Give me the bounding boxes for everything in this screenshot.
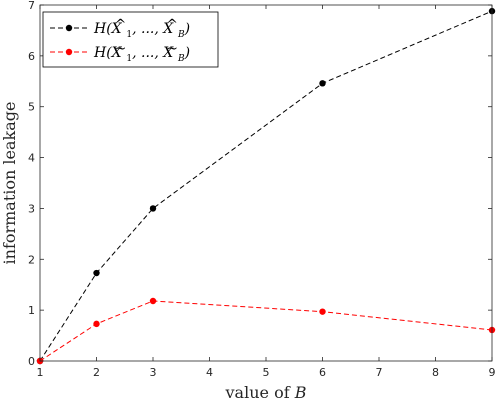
legend-entry-1: H(X^1, ..., X^B) [50, 17, 190, 40]
y-axis-label: information leakage [0, 102, 19, 265]
legend-entry-2: H(X~1, ..., X~B) [50, 41, 190, 64]
data-point-series-2 [319, 308, 326, 315]
data-point-series-2 [149, 297, 157, 305]
x-tick-label: 6 [319, 366, 326, 379]
data-point-series-2 [93, 320, 100, 328]
data-point-series-1 [93, 269, 100, 277]
x-tick-label: 8 [432, 366, 439, 379]
legend-marker-2 [65, 48, 73, 56]
y-tick-label: 5 [28, 101, 35, 114]
legend-label-1: H(X^1, ..., X^B) [93, 17, 190, 40]
y-tick-label: 1 [28, 304, 35, 317]
x-axis-label: value of B [225, 383, 307, 402]
legend-box [42, 11, 219, 68]
x-tick-label: 2 [93, 366, 100, 379]
x-tick-label: 4 [206, 366, 213, 379]
y-tick-label: 0 [28, 355, 35, 368]
y-tick-label: 4 [28, 152, 35, 165]
y-tick-label: 7 [28, 0, 35, 12]
x-tick-label: 3 [150, 366, 157, 379]
data-point-series-1 [319, 80, 326, 87]
data-point-series-1 [149, 205, 157, 212]
x-tick-label: 5 [263, 366, 270, 379]
y-tick-label: 6 [28, 50, 35, 63]
y-tick-label: 3 [28, 202, 35, 215]
y-tick-label: 2 [28, 253, 35, 266]
x-tick-label: 7 [376, 366, 383, 379]
x-tick-label: 9 [489, 366, 496, 379]
legend-marker-1 [65, 24, 73, 32]
legend: H(X^1, ..., X^B) H(X~1, ..., X~B) [42, 11, 219, 68]
legend-label-2: H(X~1, ..., X~B) [93, 41, 190, 64]
x-tick-label: 1 [37, 366, 44, 379]
series-layer [36, 7, 496, 365]
